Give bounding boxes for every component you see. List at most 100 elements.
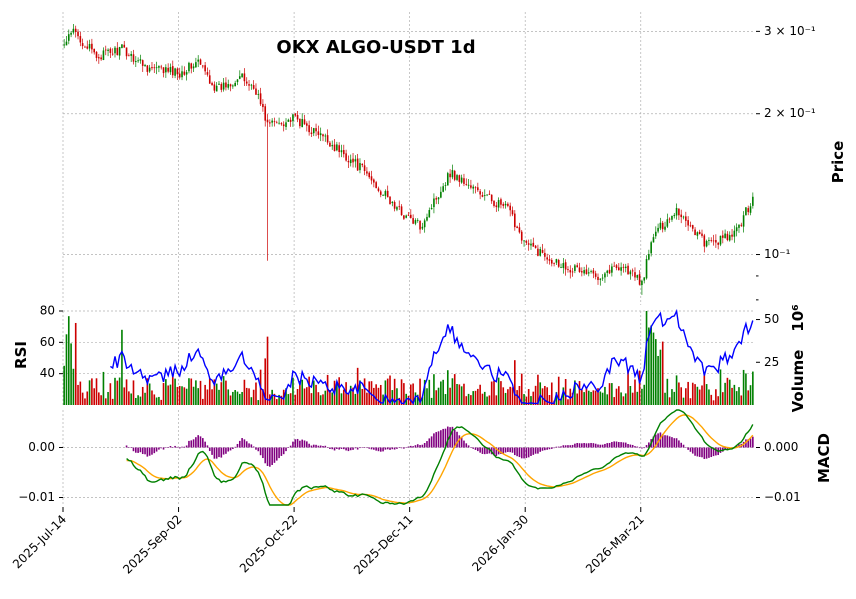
candle-body bbox=[128, 55, 130, 57]
volume-bar bbox=[490, 381, 493, 405]
macd-histogram-bar bbox=[366, 447, 368, 449]
volume-bar bbox=[685, 388, 687, 405]
price-axis-title: Price bbox=[829, 141, 847, 184]
candle-body bbox=[250, 84, 253, 86]
candle-body bbox=[428, 210, 431, 218]
volume-bar bbox=[118, 377, 121, 405]
macd-histogram-bar bbox=[352, 447, 354, 450]
volume-bar bbox=[719, 369, 722, 405]
macd-histogram-bar bbox=[169, 446, 172, 448]
volume-bar bbox=[615, 388, 618, 405]
macd-histogram-bar bbox=[220, 447, 223, 458]
volume-bar bbox=[144, 392, 146, 405]
volume-bar bbox=[262, 389, 264, 405]
candle-body bbox=[171, 66, 174, 76]
volume-bar bbox=[742, 369, 745, 405]
candle-body bbox=[474, 187, 477, 189]
volume-bar bbox=[363, 378, 366, 405]
macd-histogram-bar bbox=[379, 447, 382, 452]
macd-histogram-bar bbox=[252, 446, 255, 448]
volume-bar bbox=[541, 388, 544, 405]
grid-layer bbox=[62, 12, 754, 505]
volume-bar bbox=[232, 391, 234, 405]
candle-body bbox=[269, 122, 271, 124]
volume-bar bbox=[622, 396, 625, 405]
volume-bar bbox=[678, 382, 680, 405]
candle-body bbox=[738, 224, 740, 228]
candle-body bbox=[65, 41, 68, 46]
macd-histogram-bar bbox=[657, 433, 659, 448]
volume-bar bbox=[717, 396, 719, 405]
macd-histogram-bar bbox=[345, 447, 347, 451]
macd-histogram-bar bbox=[747, 439, 750, 448]
macd-histogram-bar bbox=[218, 447, 220, 458]
candle-body bbox=[91, 43, 93, 50]
macd-histogram-bar bbox=[701, 447, 703, 458]
candle-body bbox=[345, 153, 347, 161]
volume-bar bbox=[86, 391, 89, 405]
volume-bar bbox=[745, 373, 747, 405]
volume-bar bbox=[218, 389, 220, 405]
macd-axis-title: MACD bbox=[815, 433, 833, 483]
macd-histogram-bar bbox=[241, 438, 243, 448]
candle-body bbox=[174, 68, 176, 76]
volume-bar bbox=[234, 390, 236, 405]
x-tick-label: 2025-Dec-11 bbox=[351, 512, 416, 577]
candle-body bbox=[463, 178, 465, 184]
candle-body bbox=[622, 266, 625, 268]
macd-histogram-bar bbox=[405, 447, 407, 448]
candle-body bbox=[158, 66, 160, 68]
volume-bar bbox=[132, 380, 135, 405]
macd-histogram-bar bbox=[238, 440, 241, 448]
volume-bar bbox=[740, 395, 743, 405]
candle-body bbox=[391, 201, 394, 203]
macd-histogram-bar bbox=[622, 442, 625, 448]
volume-bar bbox=[326, 374, 329, 405]
candle-body bbox=[331, 145, 334, 147]
volume-bar bbox=[63, 365, 65, 405]
macd-histogram-bar bbox=[590, 442, 592, 448]
volume-bar bbox=[79, 381, 82, 405]
macd-histogram-bar bbox=[225, 447, 227, 454]
macd-histogram-bar bbox=[146, 447, 149, 457]
volume-bar bbox=[292, 377, 294, 405]
candle-body bbox=[673, 214, 676, 217]
volume-bar bbox=[435, 390, 438, 405]
candle-body bbox=[370, 176, 373, 181]
x-tick-label: 2025-Oct-22 bbox=[237, 512, 300, 575]
candle-body bbox=[167, 67, 169, 72]
candle-body bbox=[516, 226, 518, 228]
volume-bar bbox=[107, 391, 109, 405]
candle-body bbox=[585, 269, 588, 275]
volume-bar bbox=[483, 391, 486, 405]
candle-body bbox=[306, 123, 308, 126]
volume-bar bbox=[557, 376, 560, 405]
candle-body bbox=[687, 220, 689, 226]
macd-histogram-bar bbox=[440, 430, 442, 448]
macd-histogram-bar bbox=[197, 435, 200, 448]
volume-bar bbox=[396, 388, 398, 405]
candle-body bbox=[465, 184, 468, 185]
candle-body bbox=[190, 63, 193, 69]
volume-bar bbox=[537, 374, 539, 405]
volume-bar bbox=[463, 383, 465, 405]
volume-bar bbox=[530, 396, 532, 405]
price-tick-label: 10⁻¹ bbox=[764, 247, 791, 261]
macd-histogram-bar bbox=[317, 445, 320, 448]
candle-body bbox=[361, 163, 364, 166]
candle-body bbox=[312, 128, 315, 134]
macd-histogram-bar bbox=[389, 447, 391, 450]
macd-histogram-bar bbox=[188, 440, 190, 448]
candle-body bbox=[587, 272, 590, 274]
volume-bar bbox=[400, 379, 403, 405]
volume-bar bbox=[442, 379, 444, 405]
volume-bar bbox=[410, 384, 412, 405]
macd-histogram-bar bbox=[698, 447, 701, 457]
macd-histogram-bar bbox=[555, 446, 558, 448]
volume-bar bbox=[738, 387, 740, 405]
volume-bar bbox=[312, 380, 315, 405]
macd-right-tick-label: 0.000 bbox=[764, 440, 798, 454]
candle-body bbox=[509, 205, 511, 211]
macd-histogram-bar bbox=[511, 447, 514, 453]
volume-bar bbox=[178, 386, 181, 405]
